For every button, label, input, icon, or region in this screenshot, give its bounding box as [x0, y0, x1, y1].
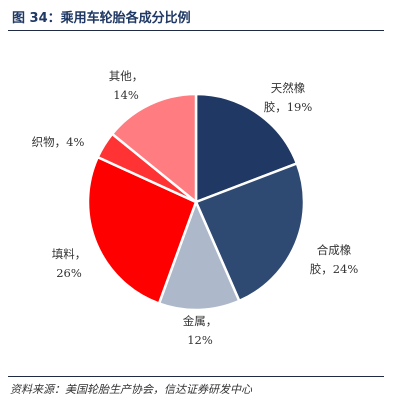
slice-label-6: 其他， 14% — [109, 69, 144, 102]
pie-slice-2 — [194, 161, 306, 303]
slice-label-3: 金属， 12% — [183, 314, 218, 347]
source-note: 资料来源：美国轮胎生产协会，信达证券研发中心 — [10, 383, 252, 396]
slice-label-5: 织物，4% — [32, 135, 85, 149]
slice-label-2: 合成橡胶，24% — [310, 243, 359, 276]
pie-slice-3 — [157, 198, 241, 312]
pie-slice-6 — [110, 92, 198, 205]
slice-label-1: 天然橡胶，19% — [264, 81, 313, 114]
figure-header: 图 34：乘用车轮胎各成分比例 — [8, 4, 384, 31]
figure-title: 图 34：乘用车轮胎各成分比例 — [12, 11, 191, 26]
footer-rule — [8, 376, 384, 378]
pie-chart: 天然橡胶，19% 合成橡胶，24% 金属， 12% 填料， 26% 织物，4% 其他， 14% — [32, 69, 359, 347]
pie-slice-1 — [194, 92, 299, 204]
pie-slice-4 — [86, 155, 198, 306]
slice-label-4: 填料， 26% — [52, 247, 87, 280]
